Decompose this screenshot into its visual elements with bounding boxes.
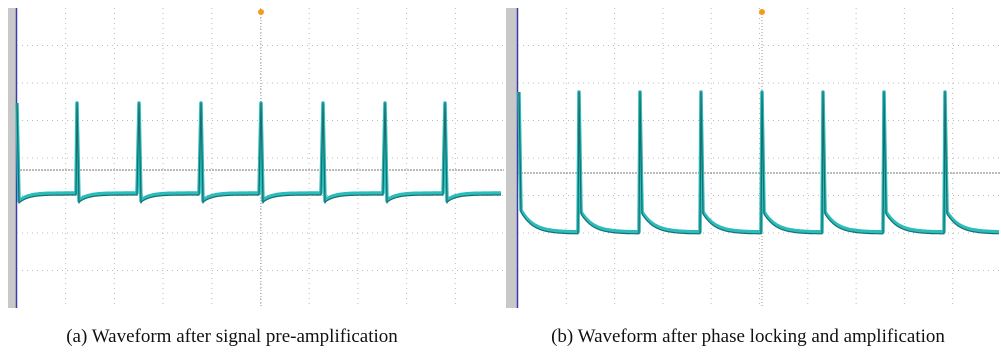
trigger-marker [258, 9, 264, 15]
scope-edge [506, 8, 517, 308]
page: (a) Waveform after signal pre-amplificat… [0, 0, 1001, 354]
figure: (a) Waveform after signal pre-amplificat… [0, 0, 1001, 354]
waveform [519, 92, 999, 232]
trigger-marker [759, 9, 765, 15]
caption: (b) Waveform after phase locking and amp… [551, 326, 945, 347]
caption: (a) Waveform after signal pre-amplificat… [66, 326, 398, 347]
scope-edge [8, 8, 17, 308]
